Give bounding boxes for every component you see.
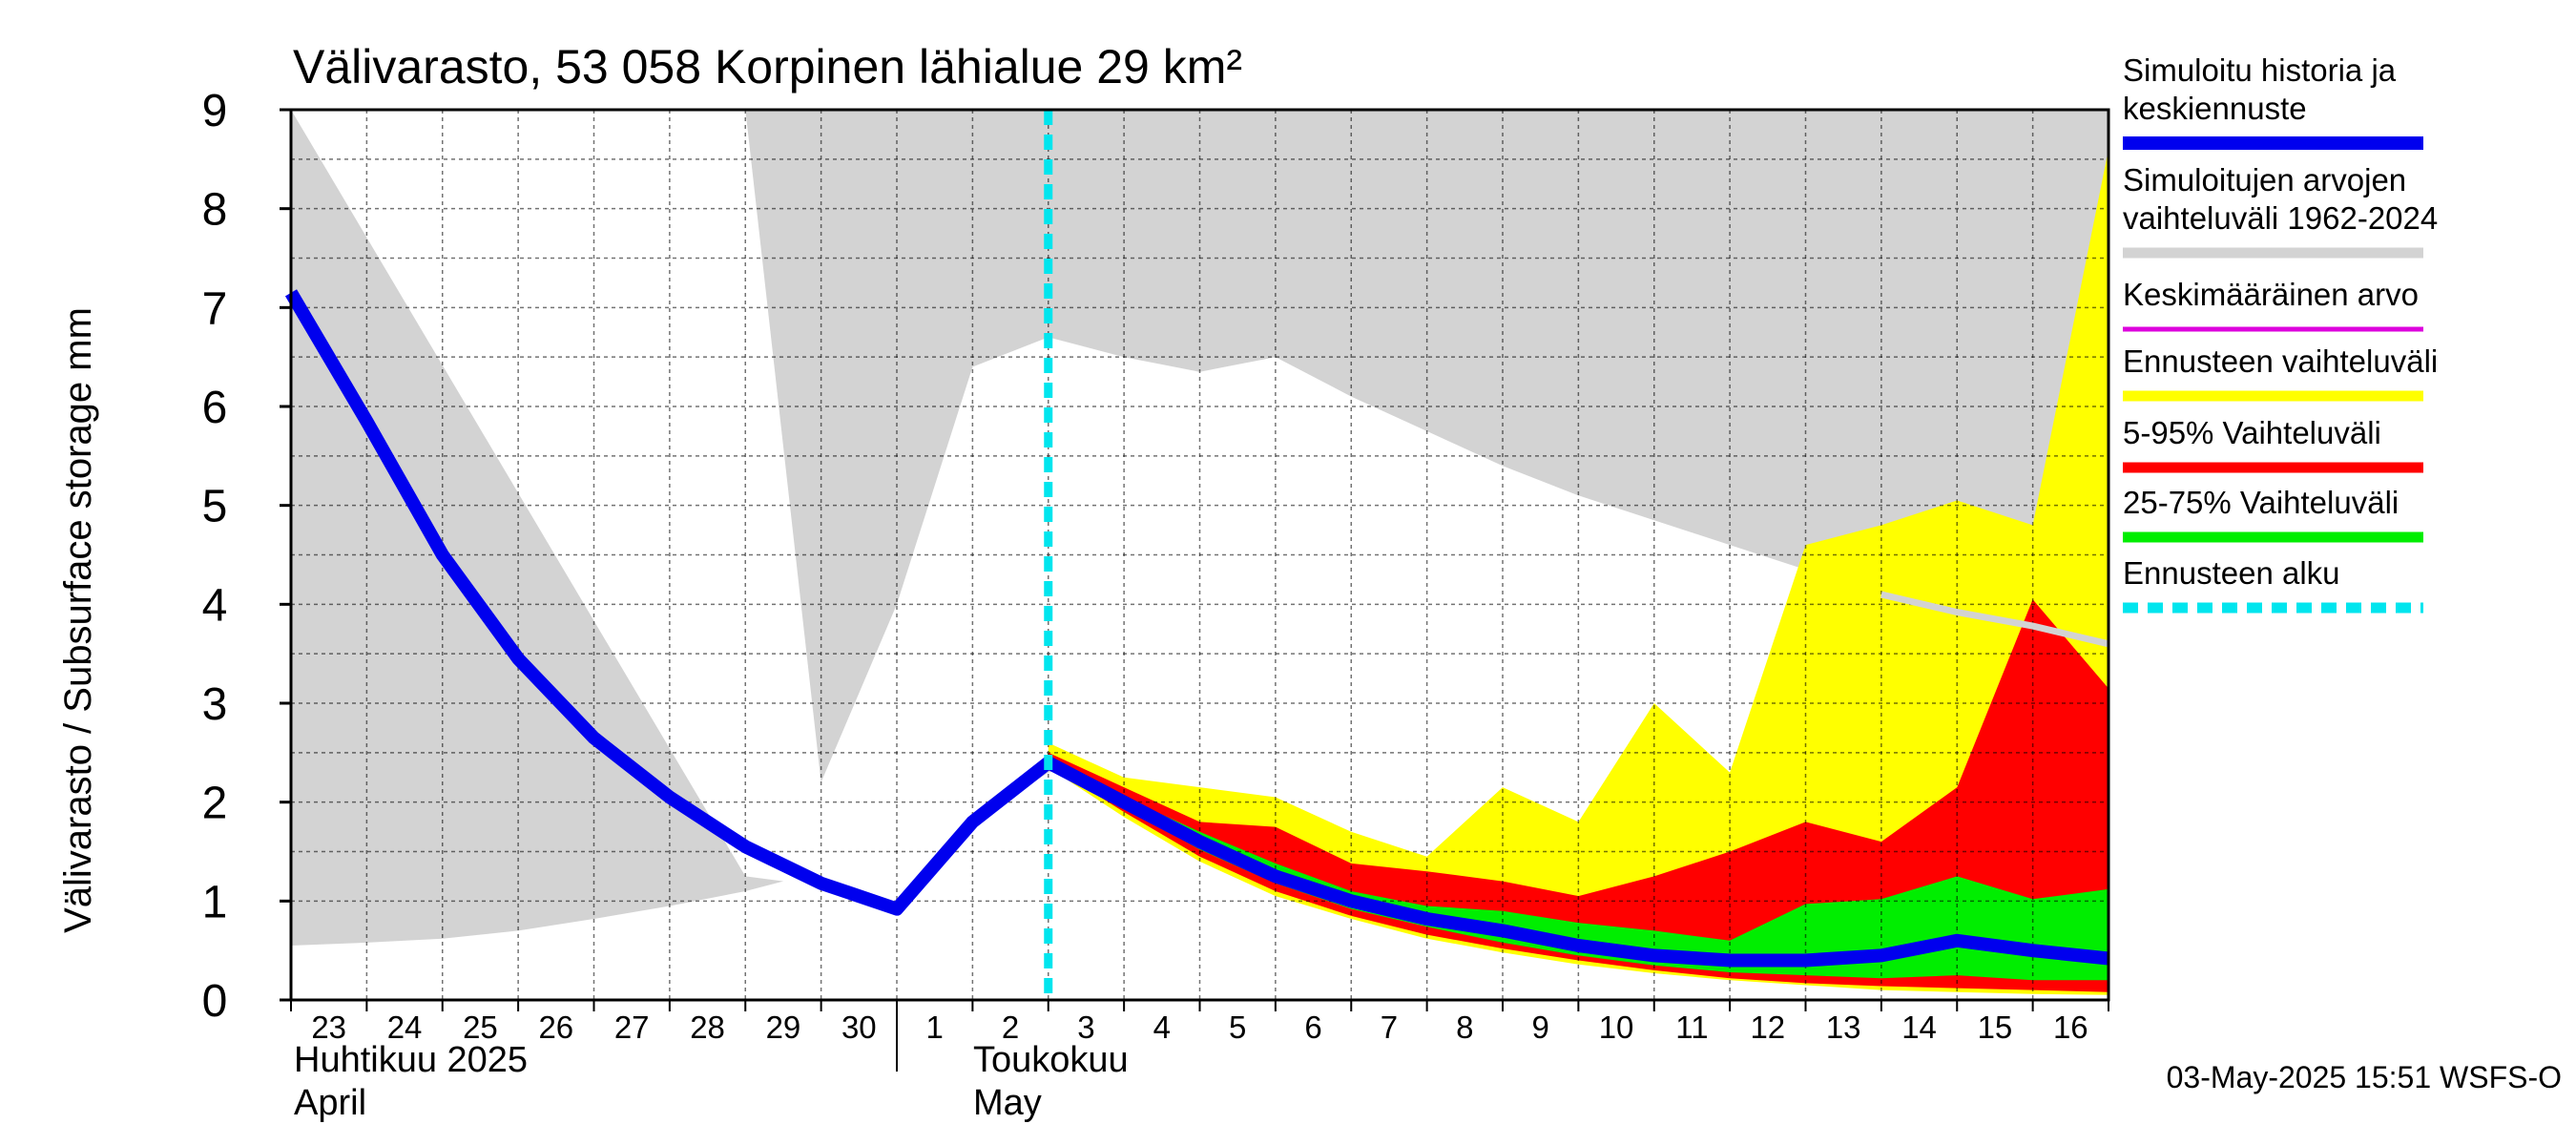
- x-tick-label: 1: [926, 1010, 944, 1045]
- simulated-median-line: [284, 289, 2109, 968]
- y-axis-label: Välivarasto / Subsurface storage mm: [57, 307, 99, 933]
- month-label-may-en: May: [973, 1083, 1042, 1123]
- x-tick-label: 12: [1750, 1010, 1785, 1045]
- range-25-75-band: [1048, 758, 2109, 981]
- legend-entry-label: vaihteluväli 1962-2024: [2123, 200, 2438, 236]
- x-tick-label: 13: [1826, 1010, 1861, 1045]
- x-tick-label: 26: [538, 1010, 573, 1045]
- chart-title: Välivarasto, 53 058 Korpinen lähialue 29…: [293, 40, 1242, 94]
- legend-entry-label: 5-95% Vaihteluväli: [2123, 415, 2381, 450]
- x-tick-label: 5: [1229, 1010, 1246, 1045]
- x-tick-label: 23: [311, 1010, 346, 1045]
- x-tick-label: 7: [1381, 1010, 1398, 1045]
- x-tick-label: 25: [463, 1010, 498, 1045]
- legend-entry-label: 25-75% Vaihteluväli: [2123, 485, 2399, 520]
- x-tick-label: 15: [1978, 1010, 2013, 1045]
- x-tick-label: 3: [1077, 1010, 1094, 1045]
- legend-entry-label: Simuloitujen arvojen: [2123, 162, 2406, 198]
- legend-entry-label: Keskimääräinen arvo: [2123, 277, 2419, 312]
- timestamp: 03-May-2025 15:51 WSFS-O: [2167, 1060, 2562, 1094]
- y-tick-label: 3: [202, 679, 228, 730]
- grid: [290, 110, 2109, 1000]
- y-tick-label: 6: [202, 383, 228, 433]
- x-tick-label: 9: [1532, 1010, 1549, 1045]
- legend-entry-label: Simuloitu historia ja: [2123, 52, 2397, 88]
- y-tick-label: 2: [202, 779, 228, 829]
- x-tick-label: 24: [387, 1010, 423, 1045]
- x-tick-label: 28: [690, 1010, 725, 1045]
- x-tick-label: 14: [1901, 1010, 1937, 1045]
- x-tick-label: 16: [2053, 1010, 2088, 1045]
- forecast-range-band: [1048, 149, 2109, 995]
- x-tick-label: 8: [1456, 1010, 1473, 1045]
- x-tick-label: 29: [766, 1010, 801, 1045]
- month-label-april-fi: Huhtikuu 2025: [294, 1040, 528, 1080]
- month-label-april-en: April: [294, 1083, 366, 1123]
- x-tick-label: 2: [1002, 1010, 1019, 1045]
- y-tick-label: 8: [202, 185, 228, 236]
- legend-entry-label: Ennusteen alku: [2123, 555, 2340, 591]
- x-tick-label: 10: [1599, 1010, 1634, 1045]
- x-tick-label: 27: [614, 1010, 650, 1045]
- legend-entry-label: Ennusteen vaihteluväli: [2123, 344, 2438, 379]
- x-tick-label: 11: [1675, 1010, 1708, 1045]
- x-tick-label: 6: [1304, 1010, 1321, 1045]
- y-tick-label: 7: [202, 283, 228, 334]
- x-tick-label: 4: [1153, 1010, 1171, 1045]
- y-tick-label: 5: [202, 482, 228, 532]
- mean-line: [1880, 591, 2109, 648]
- month-label-may-fi: Toukokuu: [973, 1040, 1129, 1080]
- y-tick-label: 0: [202, 976, 228, 1027]
- legend-entry-label: keskiennuste: [2123, 91, 2307, 126]
- y-tick-label: 9: [202, 86, 228, 136]
- y-tick-label: 4: [202, 580, 228, 631]
- x-tick-label: 30: [841, 1010, 877, 1045]
- y-tick-label: 1: [202, 877, 228, 927]
